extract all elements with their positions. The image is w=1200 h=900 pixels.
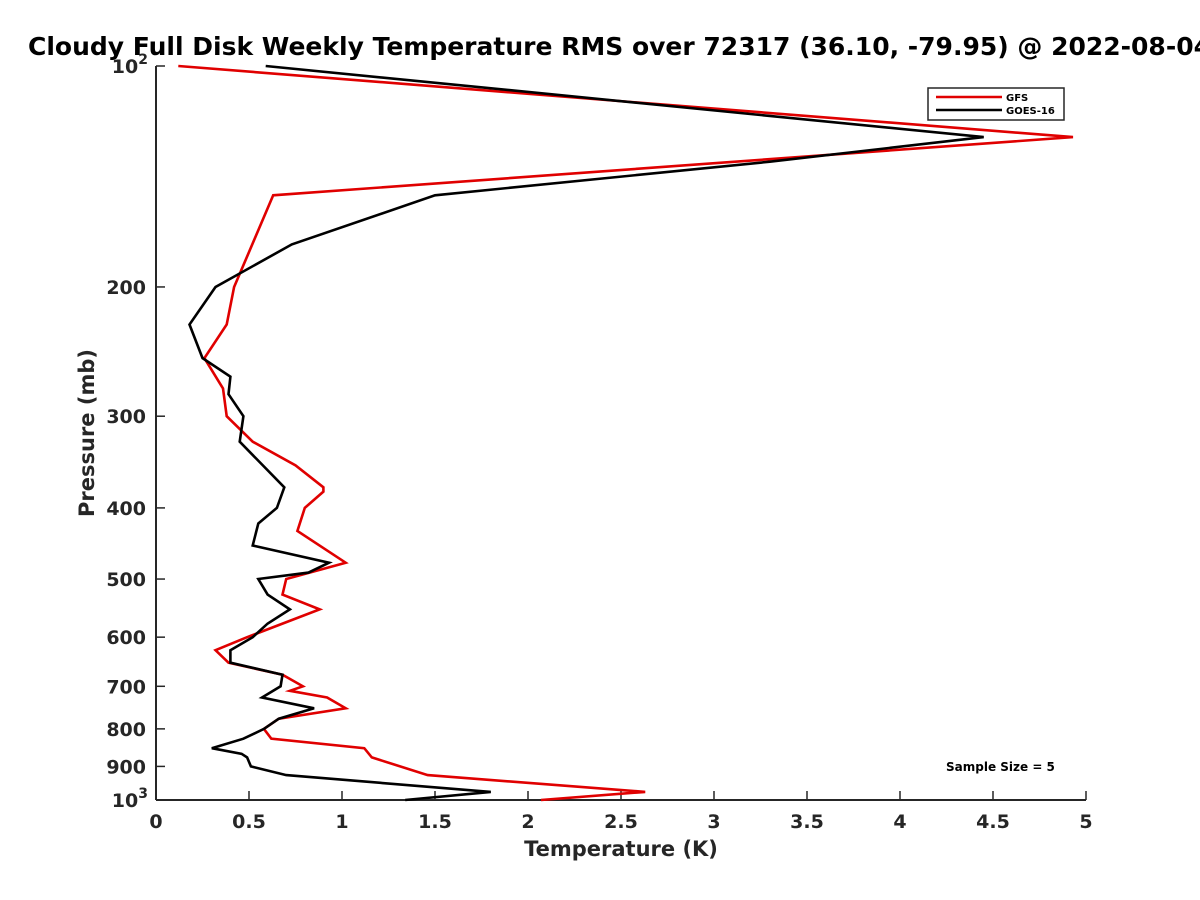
x-axis-label: Temperature (K)	[524, 837, 718, 861]
legend-box	[927, 87, 1065, 121]
y-axis-label: Pressure (mb)	[75, 349, 99, 517]
y-tick-label: 102	[112, 52, 148, 78]
legend-label: GOES-16	[1006, 106, 1055, 117]
y-tick-label: 500	[106, 569, 146, 591]
legend-entries: GFS GOES-16	[936, 93, 1055, 117]
y-tick-label: 300	[106, 406, 146, 428]
series-line-goes-16	[188, 64, 984, 802]
y-tick-base: 10	[112, 56, 138, 78]
x-tick-label: 1	[335, 811, 348, 833]
x-tick-label: 1.5	[418, 811, 452, 833]
x-tick-label: 0.5	[232, 811, 266, 833]
y-tick-label: 900	[106, 756, 146, 778]
x-tick-label: 4	[893, 811, 906, 833]
y-tick-exponent: 2	[138, 52, 148, 68]
y-tick-label: 400	[106, 498, 146, 520]
chart-title: Cloudy Full Disk Weekly Temperature RMS …	[28, 32, 1200, 61]
x-tick-label: 3.5	[790, 811, 824, 833]
x-tick-label: 2.5	[604, 811, 638, 833]
series-line-gfs	[178, 64, 1074, 802]
x-tick-label: 0	[149, 811, 162, 833]
y-tick-exponent: 3	[138, 786, 148, 802]
x-tick-label: 2	[521, 811, 534, 833]
legend: GFS GOES-16	[927, 87, 1065, 121]
series-lines	[178, 64, 1074, 802]
y-tick-label: 600	[106, 627, 146, 649]
y-tick-label: 103	[112, 786, 148, 812]
x-tick-label: 3	[707, 811, 720, 833]
legend-label: GFS	[1006, 93, 1028, 104]
y-tick-label: 700	[106, 676, 146, 698]
y-tick-base: 10	[112, 790, 138, 812]
x-tick-label: 4.5	[976, 811, 1010, 833]
x-ticks: 0 0.5 1 1.5 2 2.5 3 3.5 4 4.5 5	[149, 791, 1093, 833]
x-tick-label: 5	[1079, 811, 1092, 833]
sample-size-annotation: Sample Size = 5	[946, 760, 1055, 774]
y-tick-label: 200	[106, 277, 146, 299]
y-tick-label: 800	[106, 719, 146, 741]
